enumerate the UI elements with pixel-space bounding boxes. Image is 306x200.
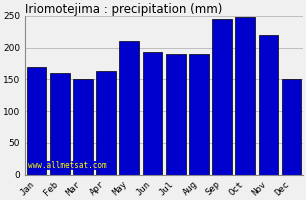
Bar xyxy=(27,67,46,175)
Text: Iriomotejima : precipitation (mm): Iriomotejima : precipitation (mm) xyxy=(25,3,222,16)
Bar xyxy=(96,71,116,175)
Bar xyxy=(143,52,162,175)
Bar xyxy=(50,73,69,175)
Bar xyxy=(212,19,232,175)
Bar xyxy=(282,79,301,175)
Bar xyxy=(259,35,278,175)
Text: www.allmetsat.com: www.allmetsat.com xyxy=(28,161,106,170)
Bar xyxy=(166,54,185,175)
Bar xyxy=(119,41,139,175)
Bar xyxy=(73,79,93,175)
Bar xyxy=(189,54,209,175)
Bar xyxy=(235,17,255,175)
